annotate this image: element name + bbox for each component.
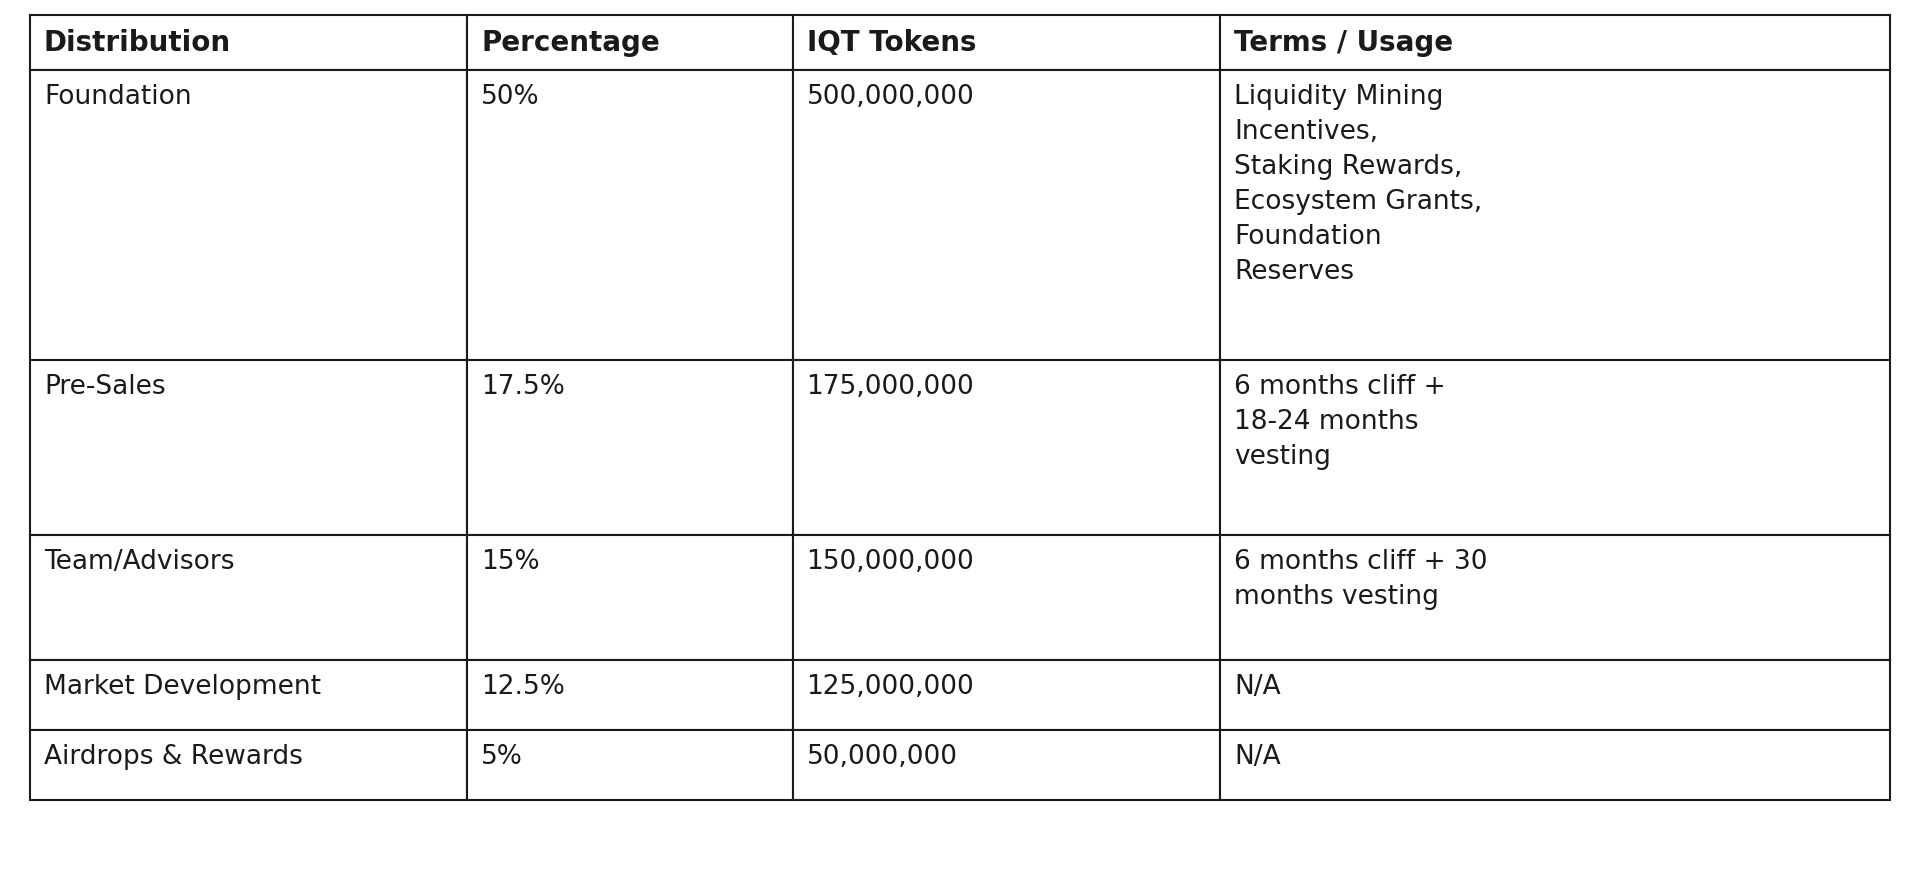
Text: 17.5%: 17.5% <box>482 374 564 400</box>
Bar <box>1221 360 1889 535</box>
Text: 150,000,000: 150,000,000 <box>806 549 973 575</box>
Bar <box>31 15 467 70</box>
Bar <box>793 660 1221 730</box>
Text: Terms / Usage: Terms / Usage <box>1235 29 1453 57</box>
Bar <box>1221 660 1889 730</box>
Text: Pre-Sales: Pre-Sales <box>44 374 165 400</box>
Bar <box>793 15 1221 70</box>
Text: 125,000,000: 125,000,000 <box>806 674 973 700</box>
Text: Foundation: Foundation <box>44 84 192 110</box>
Text: 6 months cliff + 30
months vesting: 6 months cliff + 30 months vesting <box>1235 549 1488 610</box>
Bar <box>31 360 467 535</box>
Text: 500,000,000: 500,000,000 <box>806 84 973 110</box>
Bar <box>467 70 793 360</box>
Text: 175,000,000: 175,000,000 <box>806 374 973 400</box>
Text: 6 months cliff +
18-24 months
vesting: 6 months cliff + 18-24 months vesting <box>1235 374 1446 470</box>
Bar <box>31 730 467 800</box>
Bar <box>1221 15 1889 70</box>
Text: Liquidity Mining
Incentives,
Staking Rewards,
Ecosystem Grants,
Foundation
Reser: Liquidity Mining Incentives, Staking Rew… <box>1235 84 1482 285</box>
Text: 5%: 5% <box>482 744 522 770</box>
Text: N/A: N/A <box>1235 744 1281 770</box>
Bar <box>467 730 793 800</box>
Bar <box>467 660 793 730</box>
Text: 12.5%: 12.5% <box>482 674 564 700</box>
Text: Team/Advisors: Team/Advisors <box>44 549 234 575</box>
Text: Distribution: Distribution <box>44 29 230 57</box>
Text: IQT Tokens: IQT Tokens <box>806 29 975 57</box>
Bar <box>31 660 467 730</box>
Text: Percentage: Percentage <box>482 29 660 57</box>
Bar <box>1221 535 1889 660</box>
Bar <box>793 535 1221 660</box>
Text: N/A: N/A <box>1235 674 1281 700</box>
Bar <box>793 730 1221 800</box>
Text: 15%: 15% <box>482 549 540 575</box>
Text: 50%: 50% <box>482 84 540 110</box>
Bar <box>793 70 1221 360</box>
Bar <box>31 70 467 360</box>
Text: Market Development: Market Development <box>44 674 321 700</box>
Bar <box>793 360 1221 535</box>
Bar <box>1221 70 1889 360</box>
Bar <box>467 535 793 660</box>
Bar <box>1221 730 1889 800</box>
Bar <box>31 535 467 660</box>
Bar <box>467 360 793 535</box>
Text: Airdrops & Rewards: Airdrops & Rewards <box>44 744 303 770</box>
Bar <box>467 15 793 70</box>
Text: 50,000,000: 50,000,000 <box>806 744 958 770</box>
